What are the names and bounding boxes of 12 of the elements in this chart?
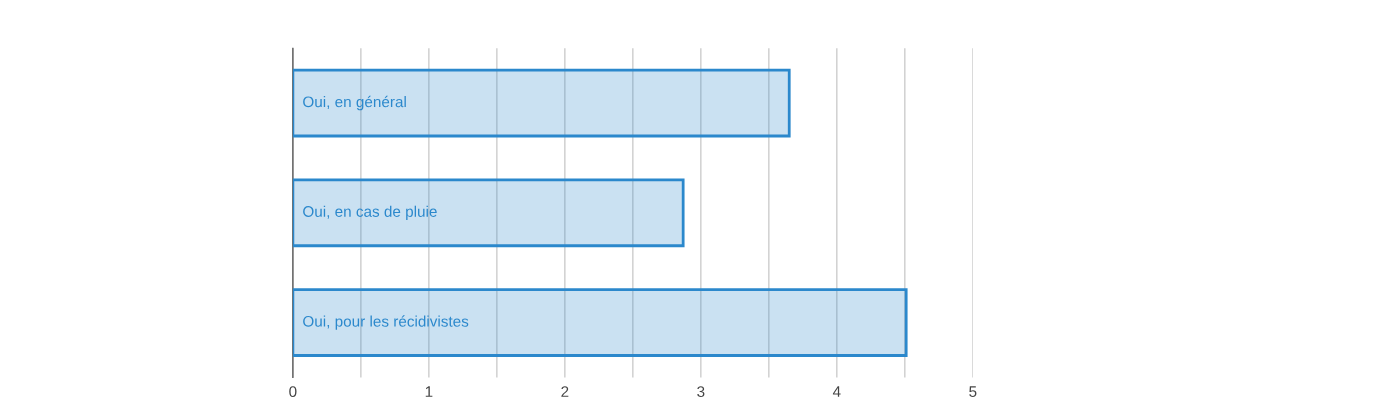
x-tick-label: 5 [969,386,977,398]
bar [292,288,908,357]
x-tick-label: 4 [832,386,841,397]
x-tick-label: 3 [697,386,705,398]
y-tick-label: Oui, en général [303,95,406,111]
y-tick-label: Oui, pour les récidivistes [303,315,469,330]
bar [292,68,791,138]
x-tick-label: 0 [289,386,297,398]
bar [292,178,685,248]
y-tick-label: Oui, en cas de pluie [303,205,437,220]
x-tick-label: 2 [561,386,569,397]
x-tick-label: 1 [425,386,433,397]
